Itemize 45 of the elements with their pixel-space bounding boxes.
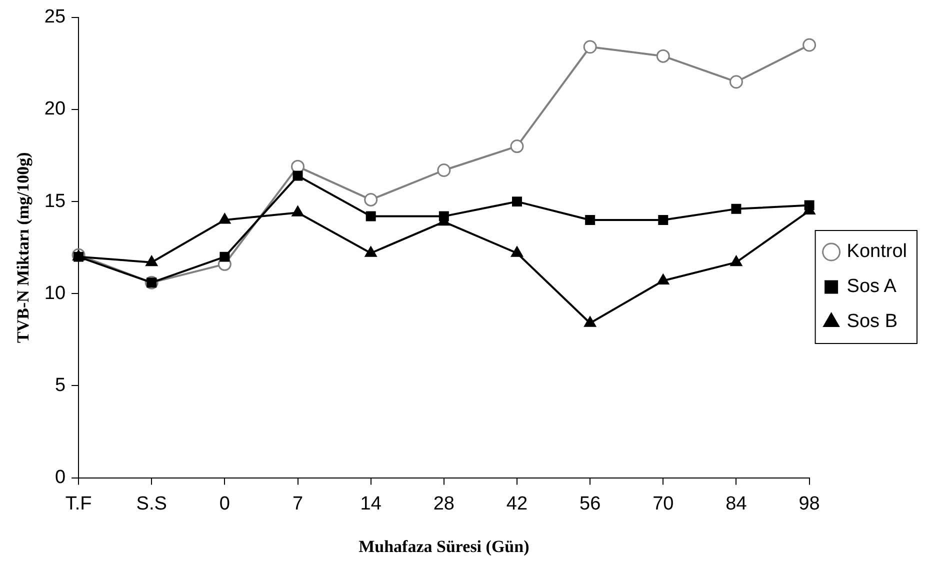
x-tick-label: 84 — [726, 493, 748, 514]
x-tick-label: 70 — [652, 493, 674, 514]
point — [585, 214, 596, 225]
point — [657, 274, 670, 284]
point — [512, 196, 522, 207]
point — [583, 40, 597, 54]
point — [366, 211, 376, 222]
point — [437, 164, 451, 178]
x-tick-label: 98 — [798, 493, 820, 514]
point — [730, 256, 742, 266]
x-tick-label: 56 — [580, 493, 601, 514]
y-tick-label: 10 — [44, 282, 66, 304]
point — [656, 49, 670, 63]
point — [292, 170, 303, 181]
point — [802, 38, 816, 52]
y-tick-label: 25 — [44, 6, 66, 28]
point — [292, 206, 304, 216]
point — [291, 160, 305, 174]
y-axis-title: TVB-N Miktarı (mg/100g) — [14, 152, 33, 343]
point — [218, 213, 231, 224]
x-axis-title: Muhafaza Süresi (Gün) — [358, 537, 530, 556]
legend-label: Sos B — [846, 311, 898, 332]
point — [220, 252, 230, 262]
point — [511, 246, 523, 257]
x-tick-label: 7 — [292, 493, 304, 514]
x-tick-label: 0 — [219, 493, 230, 514]
point — [146, 256, 158, 266]
point — [364, 246, 377, 257]
point — [731, 204, 742, 214]
point — [584, 316, 596, 327]
point — [364, 192, 378, 206]
point — [729, 75, 743, 89]
x-tick-label: 14 — [360, 493, 382, 514]
y-tick-label: 5 — [54, 374, 66, 396]
y-tick-label: 15 — [44, 190, 66, 212]
y-tick-label: 0 — [54, 467, 66, 488]
y-tick-label: 20 — [44, 98, 66, 120]
x-tick-label: 42 — [506, 493, 528, 514]
point — [510, 140, 524, 154]
point — [658, 214, 668, 225]
x-tick-label: T.F — [65, 493, 92, 514]
x-tick-label: S.S — [136, 493, 167, 514]
legend-label: Kontrol — [846, 241, 907, 262]
legend-label: Sos A — [846, 276, 897, 298]
x-tick-label: 28 — [433, 493, 454, 514]
